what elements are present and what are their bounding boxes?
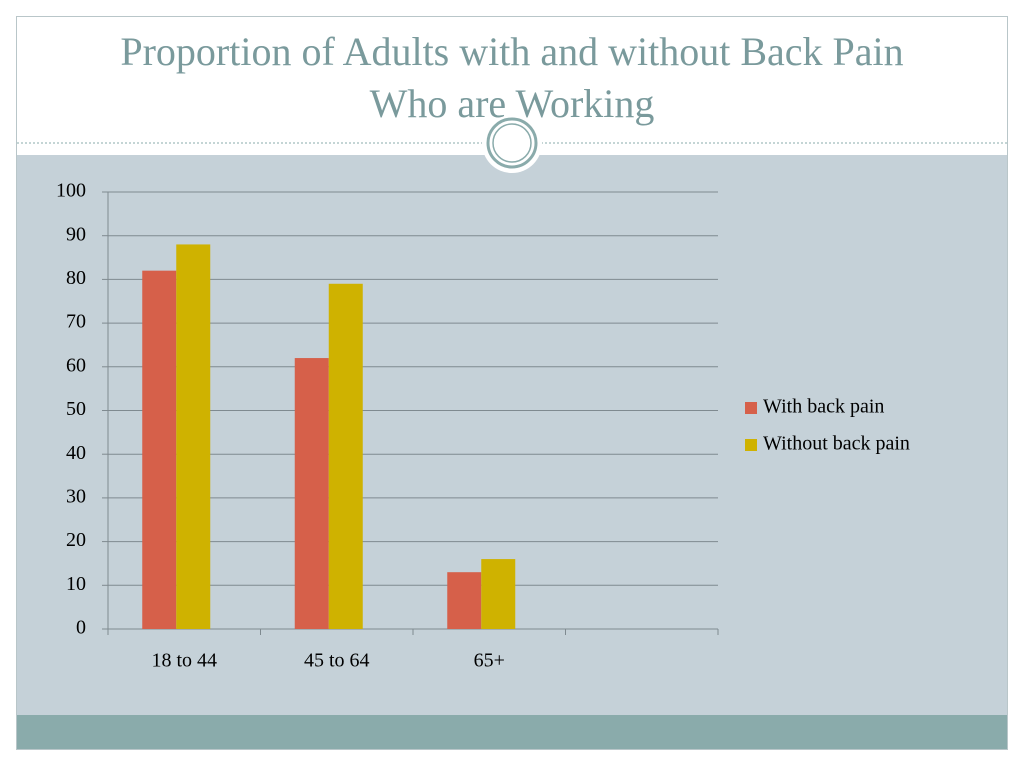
legend-label: With back pain — [763, 396, 884, 418]
y-tick-label: 10 — [66, 573, 86, 595]
bar — [328, 283, 363, 629]
slide-frame — [16, 16, 1008, 750]
divider-ring-inner — [492, 123, 532, 163]
bar — [142, 270, 177, 629]
bar — [447, 572, 482, 629]
y-tick-label: 80 — [66, 267, 86, 289]
y-tick-label: 90 — [66, 223, 86, 245]
bar — [176, 244, 211, 629]
divider-ring — [486, 117, 538, 169]
x-tick-label: 45 to 64 — [304, 650, 370, 672]
legend-swatch — [745, 402, 757, 414]
bar — [481, 559, 516, 629]
y-tick-label: 60 — [66, 354, 86, 376]
y-tick-label: 100 — [56, 180, 86, 202]
legend-label: Without back pain — [763, 433, 910, 455]
legend-swatch — [745, 439, 757, 451]
x-tick-label: 65+ — [474, 650, 505, 672]
y-tick-label: 20 — [66, 529, 86, 551]
y-tick-label: 40 — [66, 442, 86, 464]
y-tick-label: 50 — [66, 398, 86, 420]
y-tick-label: 70 — [66, 311, 86, 333]
bar — [294, 358, 329, 629]
x-tick-label: 18 to 44 — [151, 650, 217, 672]
y-tick-label: 30 — [66, 485, 86, 507]
chart-title: Proportion of Adults with and without Ba… — [120, 29, 904, 126]
y-tick-label: 0 — [76, 617, 86, 639]
footer-band — [17, 715, 1007, 750]
